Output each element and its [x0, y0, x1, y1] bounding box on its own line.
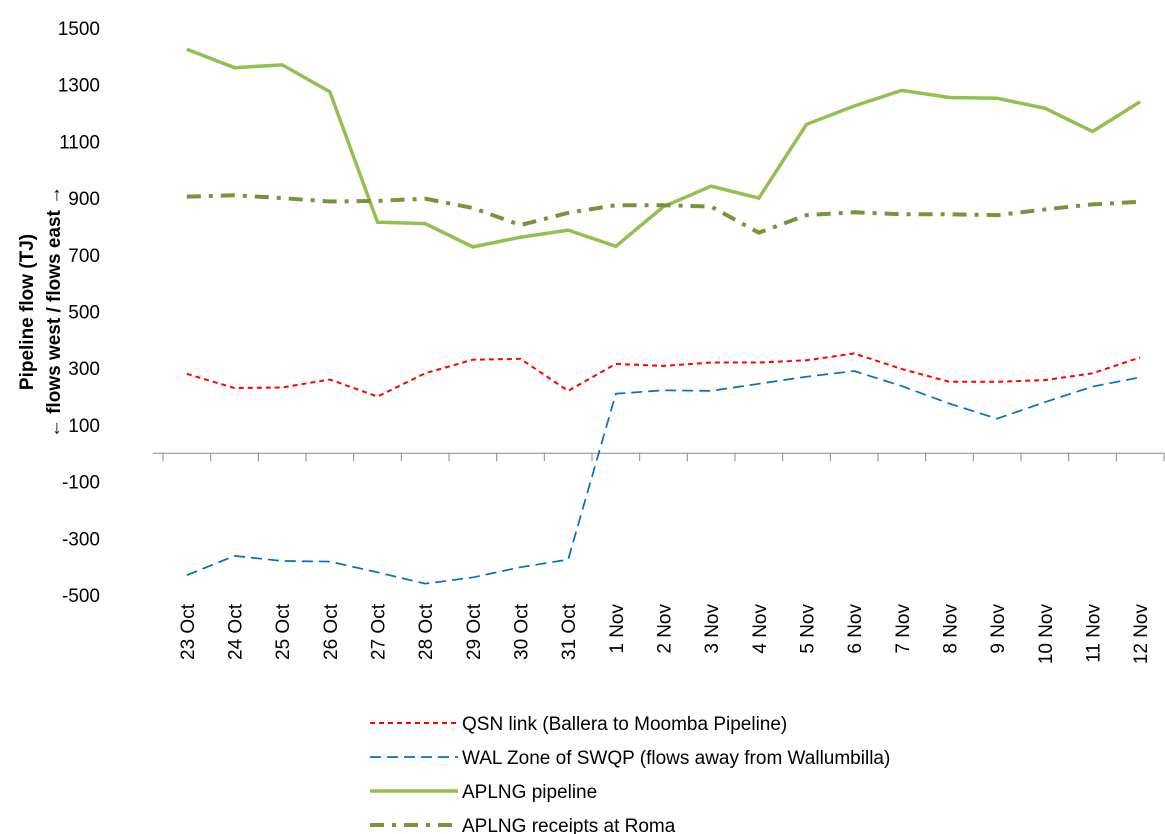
y-tick-label: 100: [68, 416, 100, 437]
line-series: [186, 352, 1141, 398]
y-tick-label: 1300: [58, 76, 100, 97]
legend-label: WAL Zone of SWQP (flows away from Wallum…: [462, 748, 890, 769]
x-tick-label: 25 Oct: [273, 603, 294, 660]
line-series: [186, 370, 1141, 585]
x-tick-label: 31 Oct: [559, 603, 580, 660]
x-tick-label: 28 Oct: [416, 603, 437, 660]
x-tick-label: 7 Nov: [893, 604, 914, 654]
x-tick-label: 2 Nov: [655, 604, 676, 654]
y-tick-label: 1500: [58, 19, 100, 40]
x-tick-label: 29 Oct: [464, 603, 485, 660]
x-tick-label: 10 Nov: [1036, 604, 1057, 665]
y-axis-title: ← flows west / flows east →: [44, 186, 65, 438]
line-series: [186, 193, 1141, 235]
y-tick-label: 1100: [59, 132, 100, 153]
x-tick-label: 12 Nov: [1131, 604, 1152, 665]
x-tick-label: 3 Nov: [702, 604, 723, 654]
legend-label: APLNG receipts at Roma: [462, 816, 676, 834]
x-tick-label: 6 Nov: [845, 604, 866, 654]
y-axis-title: Pipeline flow (TJ): [17, 234, 38, 390]
x-tick-label: 4 Nov: [750, 604, 771, 654]
y-tick-label: -300: [62, 529, 100, 550]
x-tick-label: 8 Nov: [941, 604, 962, 654]
y-tick-label: 700: [68, 246, 100, 267]
y-tick-label: 300: [68, 359, 100, 380]
y-tick-label: 900: [68, 189, 100, 210]
x-tick-label: 23 Oct: [178, 603, 199, 660]
x-tick-label: 26 Oct: [321, 603, 342, 660]
x-tick-label: 11 Nov: [1084, 604, 1105, 663]
legend-label: QSN link (Ballera to Moomba Pipeline): [462, 714, 787, 735]
x-tick-label: 30 Oct: [512, 603, 533, 660]
y-tick-label: -100: [62, 473, 100, 494]
y-tick-label: -500: [62, 586, 100, 607]
line-series: [186, 47, 1142, 249]
x-tick-label: 1 Nov: [607, 604, 628, 654]
y-tick-label: 500: [68, 303, 100, 324]
x-tick-label: 5 Nov: [798, 604, 819, 654]
legend-label: APLNG pipeline: [462, 782, 597, 803]
x-tick-label: 9 Nov: [988, 604, 1009, 654]
x-tick-label: 24 Oct: [226, 603, 247, 660]
x-tick-label: 27 Oct: [369, 603, 390, 660]
